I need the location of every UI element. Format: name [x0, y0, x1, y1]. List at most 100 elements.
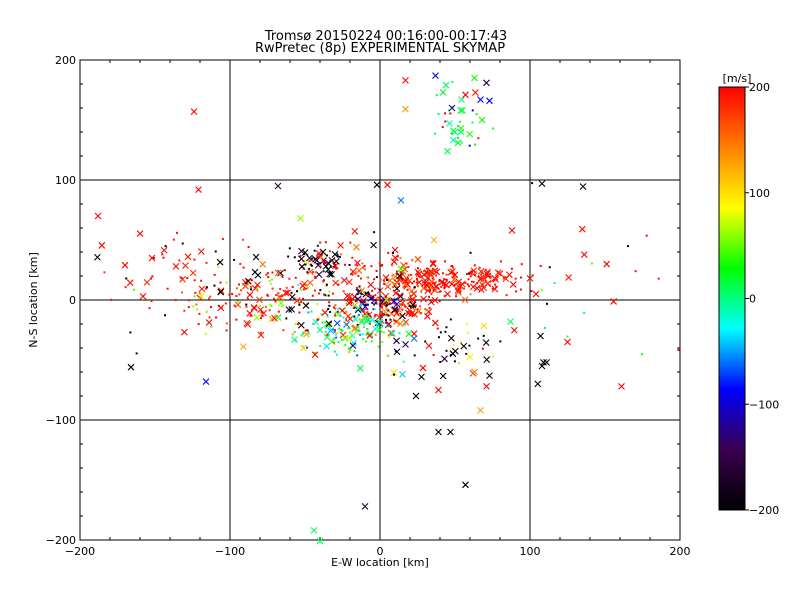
data-point-dot — [380, 264, 383, 267]
data-point-dot — [358, 330, 361, 333]
data-point-dot — [312, 322, 315, 325]
data-point-dot — [401, 279, 404, 282]
data-point-dot — [196, 308, 199, 311]
data-point-dot — [279, 288, 282, 291]
data-point-dot — [300, 301, 303, 304]
data-point-dot — [319, 289, 322, 292]
data-point-dot — [360, 307, 363, 310]
data-point-dot — [265, 273, 268, 276]
data-point-dot — [356, 323, 359, 326]
data-point-dot — [467, 278, 470, 281]
data-point-dot — [288, 247, 291, 250]
data-point-dot — [466, 331, 469, 334]
data-point-cross — [457, 107, 465, 114]
data-point-dot — [322, 279, 325, 282]
data-point-cross — [367, 281, 375, 289]
data-point-cross — [353, 243, 360, 251]
data-point-dot — [445, 349, 448, 352]
data-point-dot — [403, 305, 406, 308]
data-point-dot — [410, 273, 413, 276]
data-point-dot — [316, 262, 319, 265]
data-point-dot — [457, 136, 460, 139]
data-point-dot — [186, 277, 189, 280]
data-point-cross — [564, 338, 571, 346]
data-point-cross — [402, 318, 410, 326]
x-tick-label: 100 — [520, 545, 541, 558]
data-point-cross — [578, 225, 586, 233]
data-point-dot — [422, 270, 425, 273]
data-point-dot — [347, 347, 350, 350]
data-point-dot — [409, 308, 412, 311]
data-point-dot — [217, 266, 220, 269]
data-point-dot — [337, 283, 340, 286]
data-point-dot — [129, 331, 132, 334]
data-point-cross — [480, 322, 488, 330]
data-point-dot — [431, 277, 434, 280]
data-point-cross — [384, 283, 392, 290]
colorbar-ticks: 200 100 0 −100 −200 — [745, 81, 779, 517]
data-point-cross — [405, 309, 412, 317]
data-point-dot — [363, 268, 366, 271]
data-point-dot — [372, 296, 375, 299]
colorbar-tick-label: 200 — [749, 81, 770, 94]
data-point-cross — [234, 301, 242, 309]
data-point-dot — [386, 301, 389, 304]
data-point-dot — [399, 314, 402, 317]
data-point-dot — [290, 291, 293, 294]
data-point-cross — [409, 301, 417, 309]
data-point-dot — [321, 321, 324, 324]
data-point-cross — [389, 330, 396, 337]
data-point-dot — [306, 271, 309, 274]
data-point-dot — [197, 323, 200, 326]
data-point-cross — [310, 527, 318, 534]
y-tick-label: 200 — [55, 54, 76, 67]
data-point-dot — [325, 254, 328, 257]
data-point-cross — [461, 296, 469, 304]
data-point-cross — [297, 215, 304, 222]
data-point-dot — [387, 325, 390, 328]
data-point-dot — [467, 285, 470, 288]
data-point-dot — [296, 290, 299, 293]
data-point-cross — [435, 428, 442, 436]
y-tick-label: 100 — [55, 174, 76, 187]
data-point-dot — [274, 300, 277, 303]
data-point-dot — [242, 266, 245, 269]
data-point-dot — [373, 307, 376, 310]
data-point-dot — [468, 144, 471, 147]
data-point-cross — [486, 372, 493, 379]
data-point-dot — [474, 274, 477, 277]
data-point-dot — [334, 312, 337, 315]
data-point-dot — [328, 260, 331, 263]
data-point-dot — [385, 307, 388, 310]
data-point-dot — [302, 288, 305, 291]
data-point-dot — [209, 306, 212, 309]
data-point-cross — [322, 263, 330, 270]
data-point-dot — [310, 264, 313, 267]
data-point-dot — [239, 262, 242, 265]
data-point-dot — [411, 259, 414, 262]
data-point-dot — [362, 326, 365, 329]
data-point-dot — [374, 333, 377, 336]
data-point-dot — [451, 264, 454, 267]
data-point-dot — [370, 340, 373, 343]
data-point-cross — [447, 428, 454, 436]
data-point-dot — [345, 310, 348, 313]
data-point-dot — [299, 254, 302, 257]
data-point-dot — [380, 316, 383, 319]
data-point-dot — [401, 308, 404, 311]
data-point-cross — [345, 278, 353, 286]
data-point-dot — [233, 304, 236, 307]
data-point-dot — [414, 299, 417, 302]
data-point-dot — [374, 299, 377, 302]
data-point-dot — [271, 271, 274, 274]
data-point-cross — [451, 128, 459, 136]
data-point-cross — [565, 274, 573, 281]
data-point-dot — [320, 313, 323, 316]
data-point-cross — [392, 289, 400, 297]
data-point-dot — [438, 336, 441, 339]
data-point-cross — [397, 265, 405, 273]
data-point-dot — [334, 304, 337, 307]
data-point-dot — [408, 304, 411, 307]
data-point-dot — [475, 113, 478, 116]
data-point-cross — [420, 271, 428, 279]
